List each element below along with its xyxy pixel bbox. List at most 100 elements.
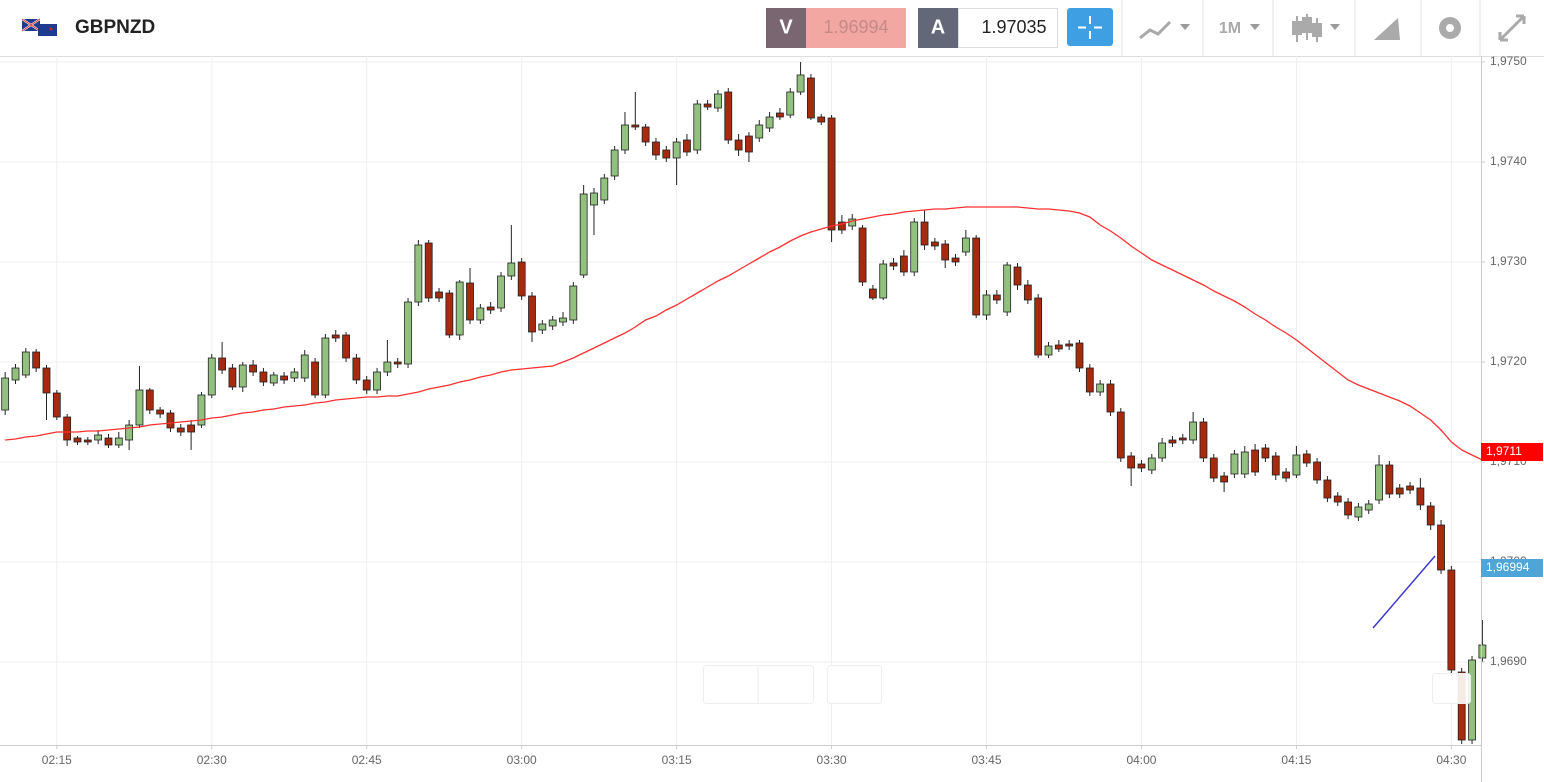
x-tick-label: 04:00: [1126, 753, 1156, 767]
symbol: GBPNZD: [75, 17, 155, 38]
candle-body: [125, 424, 134, 441]
candle-body: [197, 394, 206, 426]
candle-body: [683, 139, 691, 153]
candle-body: [672, 141, 681, 159]
candle-body: [104, 437, 113, 446]
candle-body: [807, 77, 815, 119]
candle-body: [280, 375, 288, 381]
candle-body: [1344, 501, 1352, 516]
draw-tool-icon[interactable]: [1374, 18, 1400, 40]
sell-button[interactable]: [766, 8, 806, 48]
reset-button[interactable]: [827, 665, 882, 704]
candle-body: [1168, 439, 1177, 444]
x-tick-label: 02:30: [197, 753, 227, 767]
candle-body: [745, 135, 753, 153]
candle-body: [972, 237, 981, 316]
candle-body: [1158, 442, 1167, 459]
candle-body: [755, 124, 764, 139]
candle-body: [455, 281, 464, 336]
candle-body: [404, 301, 412, 365]
y-tick-label: 1,9750: [1490, 54, 1527, 68]
candle-body: [590, 192, 598, 206]
candle-body: [414, 244, 423, 303]
candle-body: [982, 294, 991, 316]
candle-body: [941, 243, 950, 261]
price-tag-label: 1,96994: [1486, 560, 1530, 574]
candle-body: [393, 361, 402, 365]
candle-body: [920, 221, 929, 246]
candle-body: [559, 317, 567, 323]
drawn-trendline: [1372, 555, 1436, 629]
candle-body: [930, 241, 939, 247]
candle-body: [166, 412, 175, 429]
candle-body: [703, 103, 712, 108]
candle-body: [445, 292, 454, 336]
candle-body: [1271, 455, 1280, 476]
timeframe[interactable]: 1M: [1219, 20, 1241, 37]
candle-icon[interactable]: [1292, 14, 1322, 42]
candle-body: [827, 117, 836, 231]
candle-body: [1437, 524, 1445, 571]
chart-type-icon[interactable]: [1139, 20, 1172, 40]
candle-body: [94, 434, 103, 441]
candle-body: [311, 361, 319, 396]
sell-price-box[interactable]: [806, 8, 906, 48]
candle-body: [899, 255, 908, 273]
candle-body: [1375, 464, 1383, 501]
candle-body: [724, 91, 733, 141]
dropdown-arrow: [1250, 24, 1260, 30]
candle-body: [1261, 447, 1270, 459]
dropdown-arrow: [1180, 24, 1190, 30]
expand-icon[interactable]: [1498, 14, 1526, 42]
candle-body: [249, 364, 257, 373]
dropdown-arrow: [1330, 24, 1340, 30]
buy-button[interactable]: [918, 8, 958, 48]
candle-body: [1395, 487, 1404, 495]
candle-body: [548, 319, 557, 327]
moving-average: [5, 206, 1483, 461]
y-tick-label: 1,9720: [1490, 354, 1527, 368]
candle-body: [1034, 297, 1043, 356]
candle-body: [1302, 453, 1311, 464]
buy-price-box[interactable]: [958, 8, 1058, 48]
candle-body: [1209, 457, 1218, 479]
candle-body: [961, 237, 970, 253]
price-tag: [1481, 559, 1543, 577]
crosshair-button[interactable]: [1067, 8, 1113, 46]
candle-body: [497, 275, 505, 309]
candle-body: [714, 93, 722, 109]
candle-body: [910, 221, 919, 273]
candle-body: [786, 91, 795, 116]
candle-body: [73, 437, 82, 443]
candle-body: [879, 263, 888, 299]
candle-body: [858, 227, 867, 283]
candle-body: [1406, 485, 1414, 491]
x-tick-label: 04:15: [1281, 753, 1311, 767]
candle-body: [486, 306, 495, 311]
candle-body: [765, 116, 774, 129]
x-tick-label: 03:00: [507, 753, 537, 767]
candle-body: [32, 351, 41, 369]
candle-body: [362, 379, 371, 391]
candle-body: [156, 409, 165, 415]
crosshair-icon: [1078, 16, 1102, 39]
candle-body: [1457, 671, 1466, 741]
candle-body: [1003, 264, 1012, 313]
candle-body: [1044, 345, 1053, 356]
candle-body: [300, 354, 309, 379]
candle-body: [1354, 506, 1363, 518]
candle-body: [1240, 451, 1249, 475]
candle-body: [331, 334, 340, 339]
candle-body: [1085, 367, 1094, 393]
candle-body: [1478, 644, 1487, 659]
scroll-button[interactable]: [1432, 673, 1471, 704]
candle-body: [569, 285, 578, 321]
candle-body: [352, 357, 361, 381]
candle-body: [290, 371, 299, 379]
candle-body: [517, 261, 526, 297]
candle-body: [1096, 383, 1105, 393]
flag-nz: [38, 24, 57, 36]
x-tick-label: 03:45: [972, 753, 1002, 767]
